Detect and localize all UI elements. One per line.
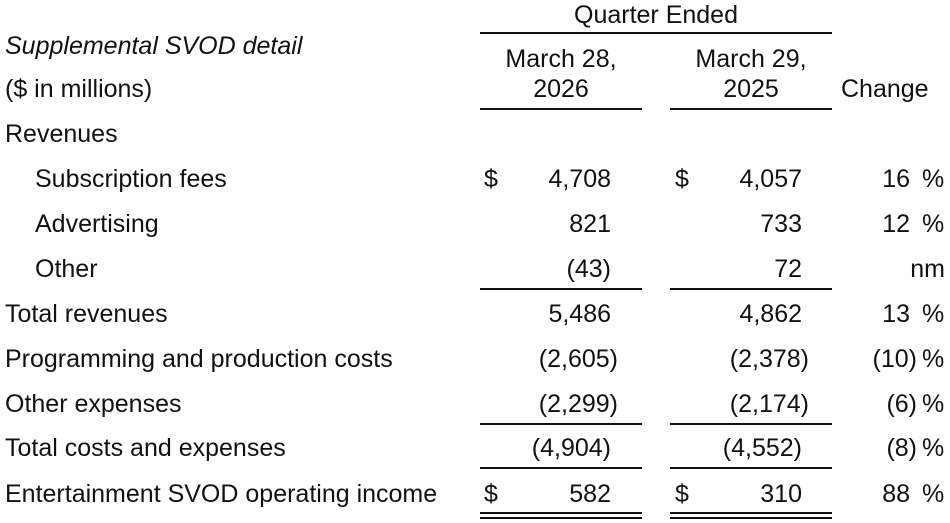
prior-value: (4,552) bbox=[722, 434, 802, 462]
costs-subtotal-line-prior bbox=[670, 423, 832, 425]
prior-value: 72 bbox=[774, 255, 802, 283]
col-change-header: Change bbox=[841, 75, 929, 103]
current-value: 5,486 bbox=[548, 300, 611, 328]
prior-value: 310 bbox=[760, 480, 802, 508]
row-label: Total costs and expenses bbox=[5, 434, 286, 462]
percent-sign: % bbox=[922, 300, 945, 328]
revenues-subtotal-line-prior bbox=[670, 288, 832, 290]
prior-value: 733 bbox=[760, 210, 802, 238]
double-underline-current bbox=[480, 512, 642, 519]
row-label: Advertising bbox=[35, 210, 159, 238]
currency-symbol: $ bbox=[675, 165, 689, 193]
change-value: (8) bbox=[886, 434, 917, 462]
row-label: Entertainment SVOD operating income bbox=[5, 480, 438, 508]
prior-value: (2,378) bbox=[729, 345, 809, 373]
col-current-header-underline bbox=[480, 108, 642, 110]
percent-sign: % bbox=[922, 345, 945, 373]
currency-symbol: $ bbox=[675, 480, 689, 508]
row-label: Subscription fees bbox=[35, 165, 227, 193]
double-underline-prior bbox=[670, 512, 832, 519]
change-value: 12 bbox=[882, 210, 910, 238]
percent-sign: % bbox=[922, 434, 945, 462]
currency-symbol: $ bbox=[484, 165, 498, 193]
change-value: 16 bbox=[882, 165, 910, 193]
prior-value: 4,057 bbox=[739, 165, 802, 193]
percent-sign: % bbox=[922, 210, 945, 238]
prior-value: 4,862 bbox=[739, 300, 802, 328]
col-prior-header-underline bbox=[670, 108, 832, 110]
income-total-line-current bbox=[480, 467, 642, 469]
currency-symbol: $ bbox=[484, 480, 498, 508]
change-value: nm bbox=[910, 255, 945, 283]
table-title: Supplemental SVOD detail bbox=[5, 32, 303, 60]
row-label: Other bbox=[35, 255, 98, 283]
change-value: (6) bbox=[886, 390, 917, 418]
units-label: ($ in millions) bbox=[5, 75, 153, 103]
row-label: Other expenses bbox=[5, 390, 182, 418]
current-value: 4,708 bbox=[548, 165, 611, 193]
prior-value: (2,174) bbox=[729, 390, 809, 418]
col-current-header-line2: 2026 bbox=[533, 75, 589, 103]
percent-sign: % bbox=[922, 480, 945, 508]
percent-sign: % bbox=[922, 165, 945, 193]
quarter-ended-heading: Quarter Ended bbox=[574, 1, 738, 29]
current-value: (43) bbox=[566, 255, 611, 283]
current-value: (2,605) bbox=[538, 345, 618, 373]
change-value: (10) bbox=[872, 345, 917, 373]
change-value: 88 bbox=[882, 480, 910, 508]
percent-sign: % bbox=[922, 390, 945, 418]
current-value: (4,904) bbox=[531, 434, 611, 462]
col-prior-header-line2: 2025 bbox=[723, 75, 779, 103]
current-value: (2,299) bbox=[538, 390, 618, 418]
col-prior-header-line1: March 29, bbox=[695, 45, 807, 73]
change-value: 13 bbox=[882, 300, 910, 328]
row-label: Total revenues bbox=[5, 300, 168, 328]
current-value: 821 bbox=[569, 210, 611, 238]
col-current-header-line1: March 28, bbox=[505, 45, 617, 73]
row-label: Programming and production costs bbox=[5, 345, 393, 373]
revenues-subtotal-line-current bbox=[480, 288, 642, 290]
costs-subtotal-line-current bbox=[480, 423, 642, 425]
income-total-line-prior bbox=[670, 467, 832, 469]
quarter-ended-underline bbox=[480, 32, 832, 34]
current-value: 582 bbox=[569, 480, 611, 508]
row-label: Revenues bbox=[5, 120, 118, 148]
